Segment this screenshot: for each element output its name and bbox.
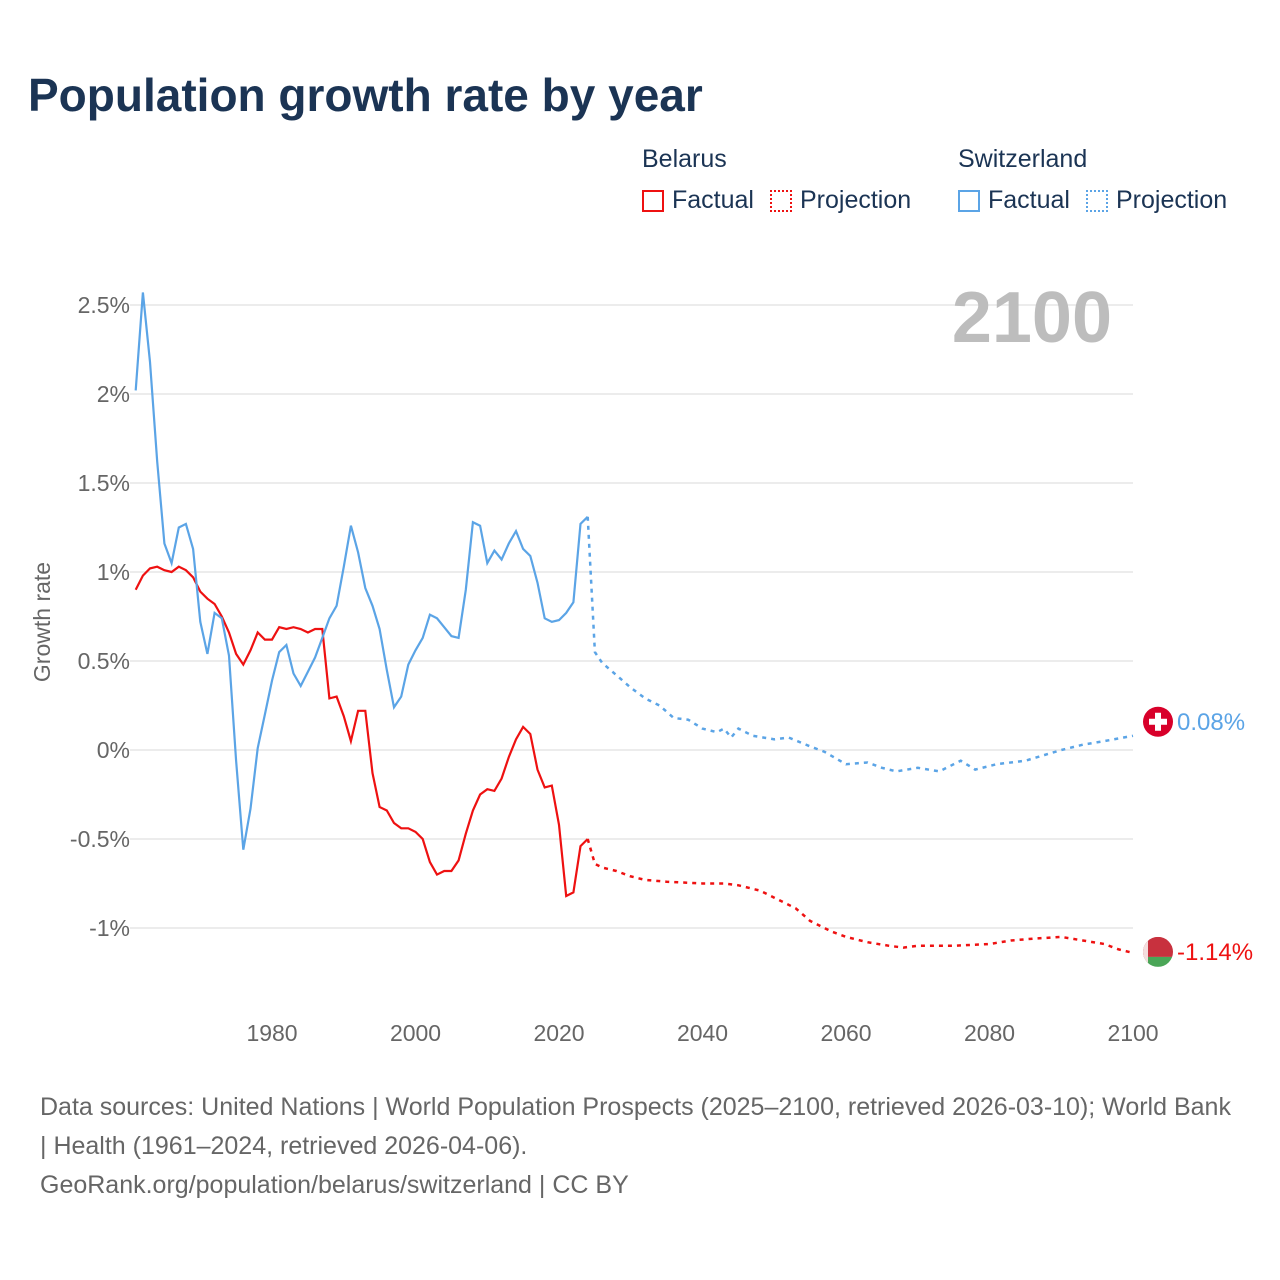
y-tick-label: 2%: [97, 381, 130, 407]
legend-label: Projection: [799, 186, 912, 214]
credit-link[interactable]: GeoRank.org/population/belarus/switzerla…: [40, 1171, 629, 1199]
switzerland-projection-line: [586, 516, 1134, 773]
chart-title: Population growth rate by year: [28, 69, 703, 121]
belarus-end-label: -1.14%: [1177, 939, 1253, 966]
swatch-dotted-icon: [1085, 189, 1108, 212]
belarus-factual-line: [134, 565, 589, 898]
swatch-solid-icon: [958, 189, 980, 212]
x-tick-label: 2080: [964, 1020, 1015, 1046]
legend-label: Factual: [988, 186, 1070, 214]
x-tick-label: 2040: [677, 1020, 728, 1046]
y-tick-label: 2.5%: [78, 292, 130, 318]
x-tick-label: 2020: [533, 1020, 584, 1046]
x-tick-label: 2100: [1107, 1020, 1158, 1046]
belarus-projection-line: [586, 838, 1134, 955]
switzerland-end-label: 0.08%: [1177, 709, 1245, 736]
legend-label: Factual: [672, 186, 754, 214]
data-sources: Data sources: United Nations | World Pop…: [40, 1093, 1231, 1160]
swatch-dotted-icon: [769, 189, 792, 212]
switzerland-flag-icon: [1143, 706, 1173, 737]
y-tick-label: -0.5%: [70, 826, 130, 852]
legend-belarus: Belarus Factual Projection: [642, 145, 927, 215]
switzerland-factual-line: [134, 292, 589, 850]
y-tick-label: 0.5%: [78, 648, 130, 674]
legend-switzerland-factual[interactable]: Factual: [958, 186, 1070, 215]
y-tick-label: 0%: [97, 737, 130, 763]
legend-group-label: Belarus: [642, 145, 727, 173]
y-tick-label: -1%: [89, 915, 130, 941]
y-axis-label: Growth rate: [29, 562, 55, 682]
y-tick-label: 1%: [97, 559, 130, 585]
x-tick-label: 1980: [246, 1020, 297, 1046]
belarus-flag-icon: [1143, 936, 1173, 967]
x-tick-label: 2060: [820, 1020, 871, 1046]
legend-switzerland-projection[interactable]: Projection: [1085, 186, 1228, 215]
y-tick-label: 1.5%: [78, 470, 130, 496]
line-chart: -1% -0.5% 0% 0.5% 1% 1.5% 2% 2.5% 1980 2000 2020 20…: [29, 278, 1253, 1046]
x-tick-label: 2000: [390, 1020, 441, 1046]
legend-group-label: Switzerland: [958, 145, 1088, 173]
footer: Data sources: United Nations | World Pop…: [40, 1088, 1240, 1205]
year-watermark: 2100: [952, 278, 1112, 358]
legend-label: Projection: [1115, 186, 1228, 214]
legend-belarus-projection[interactable]: Projection: [769, 186, 912, 215]
legend-belarus-factual[interactable]: Factual: [642, 186, 754, 215]
legend-switzerland: Switzerland Factual Projection: [958, 145, 1243, 215]
swatch-solid-icon: [642, 189, 664, 212]
